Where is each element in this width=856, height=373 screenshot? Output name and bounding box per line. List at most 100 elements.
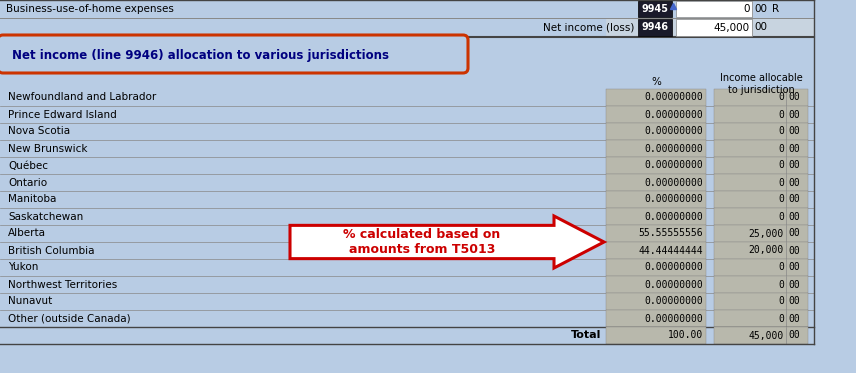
Bar — [606, 89, 706, 106]
Text: 0: 0 — [778, 144, 784, 154]
Text: Nunavut: Nunavut — [8, 297, 52, 307]
Text: Saskatchewan: Saskatchewan — [8, 211, 83, 222]
Text: 00: 00 — [788, 263, 800, 273]
Bar — [0, 259, 814, 276]
Bar — [0, 327, 814, 344]
Bar — [606, 310, 706, 327]
Text: 0: 0 — [778, 178, 784, 188]
Text: % calculated based on
amounts from T5013: % calculated based on amounts from T5013 — [343, 228, 501, 256]
Text: 0.00000000: 0.00000000 — [645, 144, 703, 154]
Text: 0: 0 — [778, 126, 784, 137]
Bar — [606, 259, 706, 276]
Bar — [714, 276, 808, 293]
Bar — [0, 276, 814, 293]
Text: 0.00000000: 0.00000000 — [645, 211, 703, 222]
Text: 0.00000000: 0.00000000 — [645, 194, 703, 204]
Text: 0: 0 — [778, 263, 784, 273]
Text: 0.00000000: 0.00000000 — [645, 297, 703, 307]
Bar — [676, 19, 752, 36]
Text: 0: 0 — [744, 4, 750, 14]
Bar — [714, 259, 808, 276]
Bar — [676, 1, 752, 17]
Bar — [714, 208, 808, 225]
Text: 9945: 9945 — [641, 4, 669, 14]
Text: 25,000: 25,000 — [749, 229, 784, 238]
Text: 0.00000000: 0.00000000 — [645, 279, 703, 289]
Text: 00: 00 — [788, 229, 800, 238]
Bar — [606, 140, 706, 157]
Bar — [606, 191, 706, 208]
Bar — [606, 225, 706, 242]
Text: Other (outside Canada): Other (outside Canada) — [8, 313, 131, 323]
Text: 00: 00 — [754, 4, 767, 14]
Bar — [606, 276, 706, 293]
Bar — [714, 123, 808, 140]
Text: Northwest Territories: Northwest Territories — [8, 279, 117, 289]
Bar — [714, 327, 808, 344]
Text: 20,000: 20,000 — [749, 245, 784, 256]
Text: 0.00000000: 0.00000000 — [645, 126, 703, 137]
Text: 0: 0 — [778, 110, 784, 119]
Text: 00: 00 — [788, 297, 800, 307]
Bar — [714, 191, 808, 208]
Bar — [606, 106, 706, 123]
Bar — [0, 310, 814, 327]
Text: 0: 0 — [778, 93, 784, 103]
Text: 00: 00 — [788, 178, 800, 188]
Bar — [0, 18, 814, 37]
Text: 0.00000000: 0.00000000 — [645, 263, 703, 273]
Text: 0.00000000: 0.00000000 — [645, 110, 703, 119]
Bar — [0, 191, 814, 208]
Text: 0: 0 — [778, 313, 784, 323]
Bar — [0, 123, 814, 140]
Bar — [0, 225, 814, 242]
Text: %: % — [651, 77, 661, 87]
Bar — [0, 242, 814, 259]
Text: 00: 00 — [788, 110, 800, 119]
Text: 00: 00 — [788, 279, 800, 289]
Bar — [606, 174, 706, 191]
Text: 00: 00 — [788, 126, 800, 137]
Text: Ontario: Ontario — [8, 178, 47, 188]
Text: 45,000: 45,000 — [714, 22, 750, 32]
Bar — [714, 225, 808, 242]
Text: 0.00000000: 0.00000000 — [645, 313, 703, 323]
Bar — [714, 89, 808, 106]
Text: 00: 00 — [754, 22, 767, 32]
Text: Yukon: Yukon — [8, 263, 39, 273]
Text: British Columbia: British Columbia — [8, 245, 94, 256]
Text: 0: 0 — [778, 160, 784, 170]
Bar — [606, 242, 706, 259]
Text: Newfoundland and Labrador: Newfoundland and Labrador — [8, 93, 157, 103]
Bar — [606, 18, 814, 37]
Bar — [606, 123, 706, 140]
Text: New Brunswick: New Brunswick — [8, 144, 87, 154]
Bar — [606, 208, 706, 225]
Text: Alberta: Alberta — [8, 229, 46, 238]
FancyBboxPatch shape — [0, 35, 468, 73]
Text: 0.00000000: 0.00000000 — [645, 93, 703, 103]
Text: Total: Total — [571, 330, 601, 341]
Text: 00: 00 — [788, 160, 800, 170]
Text: Business-use-of-home expenses: Business-use-of-home expenses — [6, 4, 174, 14]
Text: Québec: Québec — [8, 160, 48, 170]
Polygon shape — [290, 216, 604, 268]
Text: 0.00000000: 0.00000000 — [645, 160, 703, 170]
Text: 0: 0 — [778, 297, 784, 307]
Text: 55.55555556: 55.55555556 — [639, 229, 703, 238]
Bar — [0, 208, 814, 225]
Text: Nova Scotia: Nova Scotia — [8, 126, 70, 137]
Text: 00: 00 — [788, 330, 800, 341]
Text: Net income (line 9946) allocation to various jurisdictions: Net income (line 9946) allocation to var… — [12, 48, 389, 62]
Text: 0: 0 — [778, 194, 784, 204]
Bar — [638, 19, 672, 36]
Text: 00: 00 — [788, 144, 800, 154]
Text: Income allocable
to jurisdiction: Income allocable to jurisdiction — [720, 73, 802, 95]
Text: 00: 00 — [788, 194, 800, 204]
Bar — [714, 140, 808, 157]
Text: R: R — [772, 4, 779, 14]
Bar — [0, 293, 814, 310]
Text: 00: 00 — [788, 211, 800, 222]
Bar — [714, 157, 808, 174]
Bar — [0, 140, 814, 157]
